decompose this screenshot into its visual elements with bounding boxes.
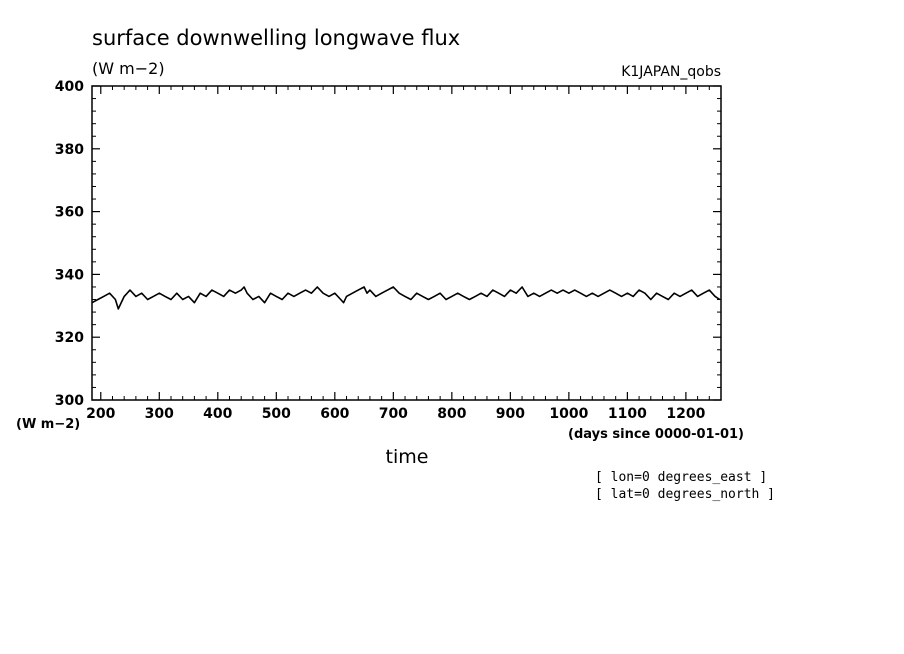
plot-frame bbox=[91, 85, 722, 401]
series-line bbox=[91, 286, 721, 310]
x-tick-label: 200 bbox=[86, 406, 115, 422]
dataset-label: K1JAPAN_qobs bbox=[621, 64, 721, 80]
x-tick-label: 400 bbox=[203, 406, 232, 422]
x-tick-label: 900 bbox=[496, 406, 525, 422]
x-tick-label: 1100 bbox=[608, 406, 647, 422]
x-tick-label: 600 bbox=[320, 406, 349, 422]
y-tick-label: 340 bbox=[55, 267, 84, 283]
y-tick-labels: 300 320 340 360 380 400 bbox=[55, 79, 84, 409]
chart-title: surface downwelling longwave flux bbox=[92, 26, 460, 50]
y-tick-label: 320 bbox=[55, 330, 84, 346]
x-tick-label: 800 bbox=[437, 406, 466, 422]
axis-ticks bbox=[92, 85, 722, 401]
x-axis-units: (days since 0000-01-01) bbox=[568, 427, 744, 442]
x-tick-label: 500 bbox=[262, 406, 291, 422]
y-tick-label: 380 bbox=[55, 142, 84, 158]
x-tick-label: 1200 bbox=[666, 406, 705, 422]
x-tick-label: 1000 bbox=[549, 406, 588, 422]
y-tick-label: 360 bbox=[55, 205, 84, 221]
y-axis-units: (W m−2) bbox=[16, 417, 80, 432]
x-axis-title: time bbox=[386, 446, 429, 468]
y-tick-label: 300 bbox=[55, 393, 84, 409]
annotation-lat: [ lat=0 degrees_north ] bbox=[595, 487, 775, 502]
units-label: (W m−2) bbox=[92, 59, 165, 78]
y-tick-label: 400 bbox=[55, 79, 84, 95]
x-tick-label: 700 bbox=[379, 406, 408, 422]
x-tick-label: 300 bbox=[145, 406, 174, 422]
annotation-lon: [ lon=0 degrees_east ] bbox=[595, 470, 767, 485]
x-tick-labels: 200 300 400 500 600 700 800 900 1000 1100 1200 bbox=[86, 406, 705, 422]
